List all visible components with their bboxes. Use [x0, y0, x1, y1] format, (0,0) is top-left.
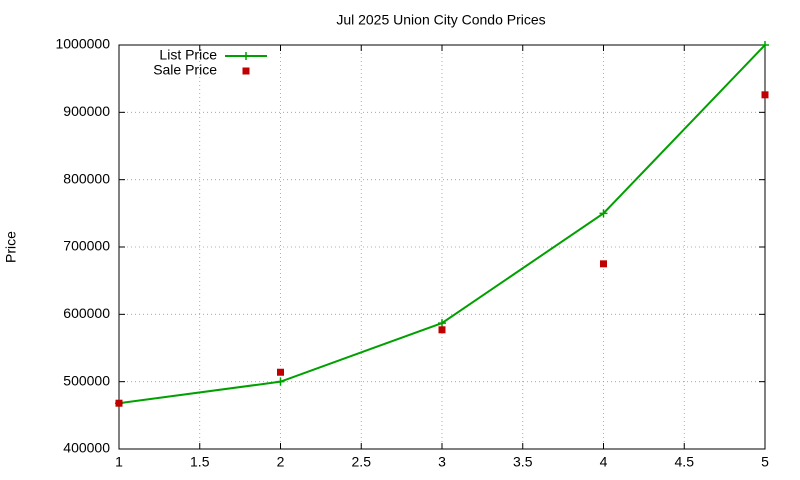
point-marker: [115, 399, 123, 407]
point-marker: [599, 209, 608, 218]
x-tick-label: 4.5: [675, 454, 695, 470]
point-marker: [277, 368, 284, 376]
y-tick-label: 500000: [63, 372, 110, 388]
x-tick-label: 1.5: [190, 454, 210, 470]
point-marker: [761, 91, 769, 99]
x-tick-label: 2.5: [352, 454, 372, 470]
chart-title: Jul 2025 Union City Condo Prices: [336, 12, 545, 28]
point-marker: [761, 41, 769, 49]
legend-label: Sale Price: [153, 62, 217, 78]
y-tick-label: 800000: [63, 170, 110, 186]
y-tick-label: 900000: [63, 103, 110, 119]
x-tick-label: 4: [600, 454, 608, 470]
y-tick-label: 600000: [63, 305, 110, 321]
legend-label: List Price: [159, 47, 217, 63]
point-marker: [438, 319, 446, 328]
x-tick-label: 3.5: [513, 454, 533, 470]
y-axis-label: Price: [3, 231, 19, 263]
y-tick-label: 400000: [63, 440, 110, 456]
point-marker: [438, 326, 446, 334]
x-tick-label: 2: [277, 454, 285, 470]
y-tick-label: 700000: [63, 238, 110, 254]
point-marker: [276, 377, 285, 386]
x-tick-label: 1: [115, 454, 123, 470]
legend-marker: [242, 52, 250, 60]
y-tick-label: 1000000: [55, 36, 110, 52]
point-marker: [600, 260, 607, 268]
legend-marker: [242, 67, 250, 75]
x-tick-label: 5: [761, 454, 769, 470]
x-tick-label: 3: [438, 454, 446, 470]
